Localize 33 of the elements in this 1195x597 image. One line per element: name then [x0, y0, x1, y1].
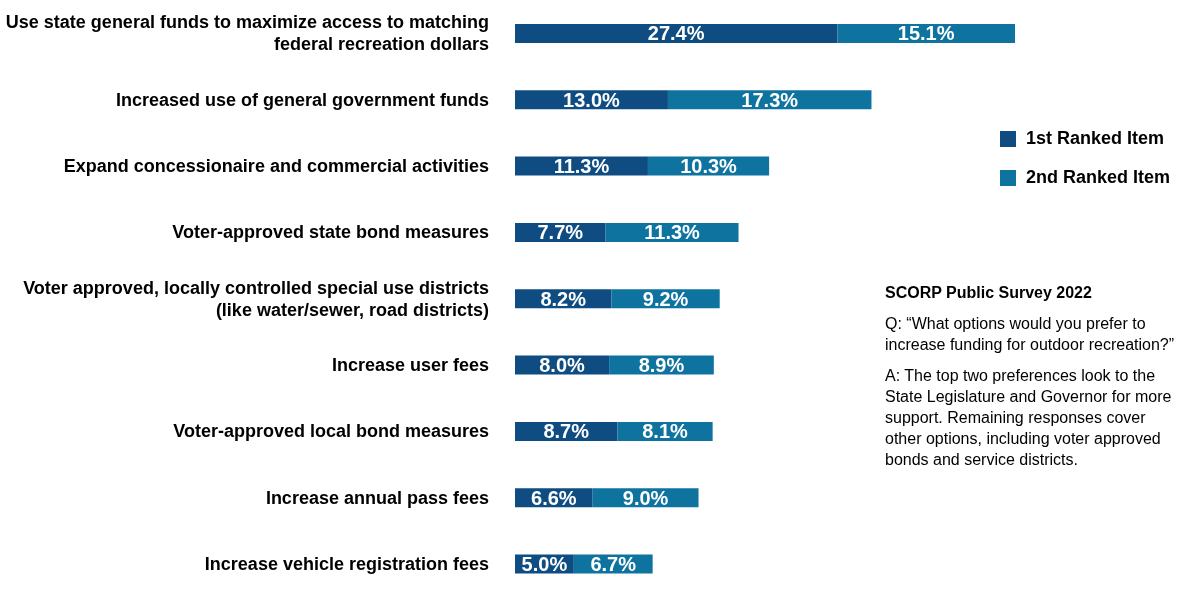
data-label: 8.2% [540, 287, 587, 310]
y-tick-label: Expand concessionaire and commercial activities [63, 155, 489, 176]
legend-label: 1st Ranked Item [1026, 128, 1165, 149]
data-label: 10.3% [680, 155, 738, 178]
y-tick-label: Increase user fees [331, 354, 489, 375]
data-label: 13.0% [563, 88, 621, 111]
data-label: 9.2% [642, 287, 689, 310]
legend-label: 2nd Ranked Item [1026, 167, 1171, 188]
y-tick-label: Increased use of general government funds [115, 89, 489, 110]
data-label: 8.7% [543, 420, 590, 443]
data-label: 6.7% [590, 553, 637, 576]
y-tick-label: Use state general funds to maximize access to matching federal recreation dollars [5, 12, 489, 55]
y-tick-label: Voter-approved local bond measures [173, 421, 489, 442]
y-tick-label: Increase vehicle registration fees [204, 553, 489, 574]
y-tick-label: Voter approved, locally controlled special use districts (like water/sewer, road districts) [23, 277, 489, 320]
data-label: 11.3% [644, 221, 701, 244]
data-label: 6.6% [531, 486, 577, 509]
data-label: 8.1% [642, 420, 689, 443]
annotation: A: The top two preferences look to the State Legislature and Governor for more support. Remaining responses cover other options, including voter approved bonds and service districts. [885, 366, 1173, 470]
y-tick-label: Voter-approved state bond measures [172, 222, 489, 243]
data-label: 15.1% [897, 22, 955, 45]
data-label: 11.3% [553, 155, 610, 178]
data-label: 5.0% [521, 553, 568, 576]
bar [515, 23, 838, 43]
data-label: 8.0% [539, 354, 586, 377]
data-label: 7.7% [537, 221, 584, 244]
data-label: 17.3% [741, 88, 799, 111]
annotation: Q: “What options would you prefer to increase funding for outdoor recreation?” [885, 314, 1176, 355]
data-label: 8.9% [638, 354, 685, 377]
data-label: 27.4% [647, 22, 705, 45]
annotation: SCORP Public Survey 2022 [885, 283, 1093, 303]
data-label: 9.0% [622, 486, 669, 509]
y-tick-label: Increase annual pass fees [265, 487, 489, 508]
